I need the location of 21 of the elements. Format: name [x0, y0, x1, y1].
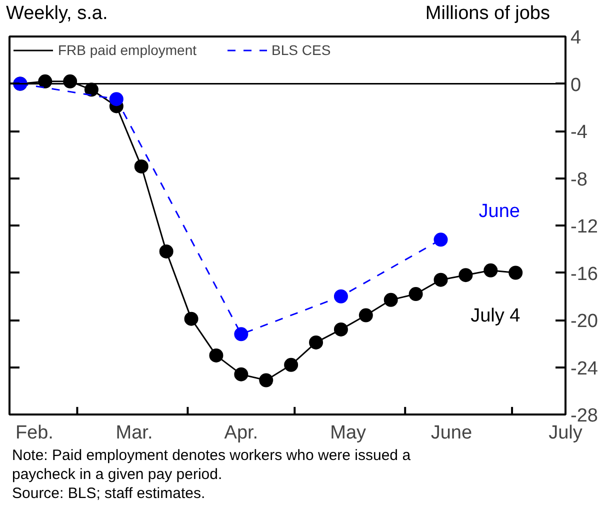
y-tick-label: -20 [570, 311, 598, 332]
x-tick-label: June [430, 422, 472, 444]
y-tick-label: -16 [570, 264, 598, 285]
y-tick-label: -24 [570, 358, 598, 380]
x-tick-label: May [330, 422, 367, 444]
annotation: July 4 [470, 305, 521, 326]
text: Note: Paid employment denotes workers who were issued a paycheck in a given pay period. [12, 446, 411, 484]
y-axis-title: Millions of jobs [425, 2, 550, 26]
legend-label: BLS CES [272, 42, 331, 58]
chart-title: Weekly, s.a. [6, 2, 108, 26]
y-tick-label: 4 [570, 28, 582, 48]
y-tick-label: 0 [570, 74, 582, 96]
annotation: June [478, 201, 520, 222]
x-tick-label: Feb. [15, 422, 54, 444]
legend-label: FRB paid employment [58, 42, 197, 58]
source-note: Source: BLS; staff estimates. [12, 484, 206, 503]
x-tick-label: Mar. [116, 422, 153, 444]
y-tick-label: -8 [570, 169, 588, 190]
y-tick-label: -4 [570, 122, 588, 143]
x-tick-label: Apr. [224, 422, 258, 444]
y-tick-label: -12 [570, 216, 598, 238]
